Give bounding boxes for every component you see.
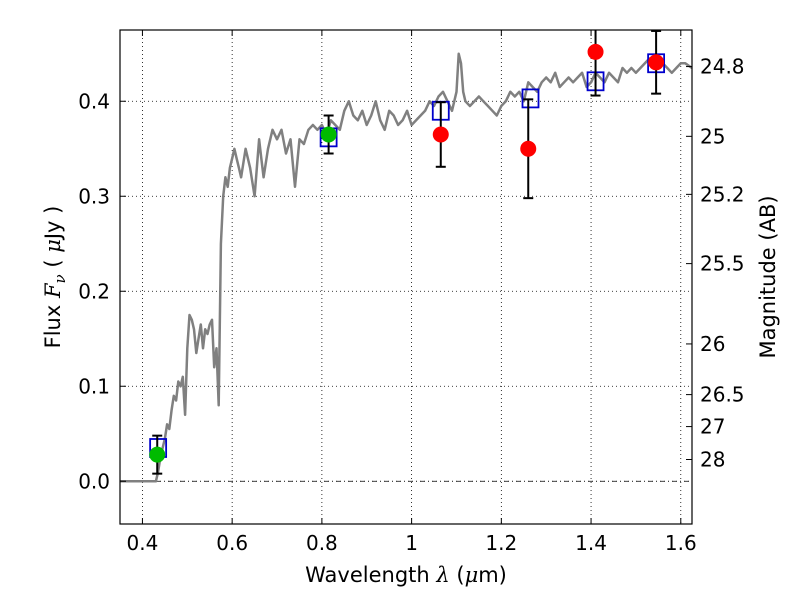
magnitude-tick-label: 25.2: [700, 182, 745, 206]
axis-ticks: [120, 30, 692, 524]
magnitude-tick-label: 26: [700, 332, 725, 356]
red-data-point: [587, 43, 604, 60]
red-data-point: [432, 126, 449, 143]
magnitude-tick-label: 27: [700, 415, 725, 439]
magnitude-tick-label: 28: [700, 447, 725, 471]
magnitude-tick-label: 25.5: [700, 252, 745, 276]
x-axis-label: Wavelength λ (μm): [305, 563, 507, 587]
tick-labels: 0.4 0.6 0.8 1 1.2 1.4 1.6 0.0 0.1 0.2 0.3 0.4 24.8 25…: [78, 55, 744, 555]
red-data-point: [520, 140, 537, 157]
x-tick-label: 0.4: [127, 531, 159, 555]
magnitude-tick-label: 24.8: [700, 55, 745, 79]
plot-frame: [119, 29, 693, 525]
red-data-point: [648, 54, 665, 71]
y-tick-label: 0.3: [78, 184, 110, 208]
x-tick-label: 0.8: [306, 531, 338, 555]
green-data-point: [320, 126, 337, 143]
magnitude-tick-label: 26.5: [700, 383, 745, 407]
x-tick-label: 1: [405, 531, 418, 555]
plot-area: [120, 30, 692, 483]
model-spectrum-line: [120, 52, 692, 483]
y-tick-label: 0.1: [78, 374, 110, 398]
magnitude-tick-label: 25: [700, 124, 725, 148]
x-tick-label: 1.4: [575, 531, 607, 555]
green-data-point: [149, 446, 166, 463]
model-photometry-square: [521, 88, 540, 109]
x-tick-label: 0.6: [216, 531, 248, 555]
y-tick-label: 0.0: [78, 469, 110, 493]
magnitude-axis-label: Magnitude (AB): [756, 195, 780, 358]
y-tick-label: 0.4: [78, 89, 110, 113]
y-tick-label: 0.2: [78, 279, 110, 303]
y-axis-label: Flux Fν ( μJy ): [41, 206, 69, 349]
x-tick-label: 1.6: [665, 531, 697, 555]
x-tick-label: 1.2: [485, 531, 517, 555]
